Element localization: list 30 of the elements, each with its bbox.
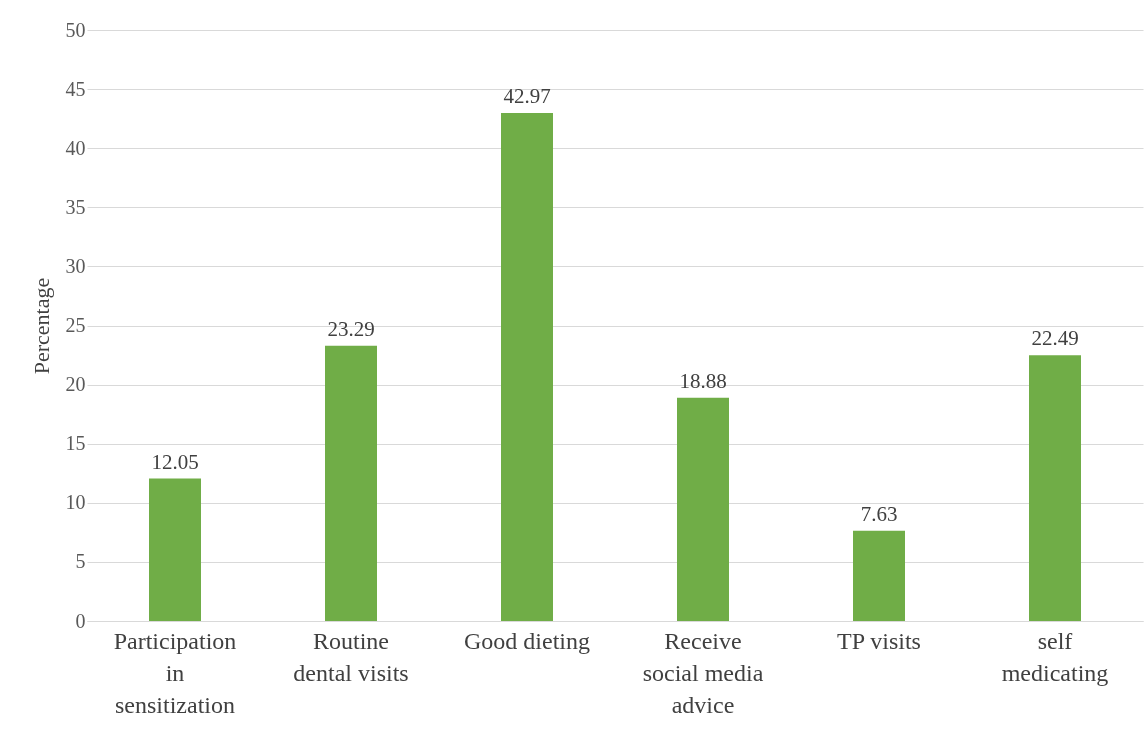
bar (853, 530, 905, 621)
x-tick-label: Participation in sensitization (113, 627, 237, 718)
y-tick-label: 35 (65, 195, 86, 218)
y-tick-label: 45 (65, 77, 86, 100)
y-tick-label: 15 (65, 432, 86, 455)
bar (501, 113, 553, 621)
data-label: 7.63 (860, 501, 898, 526)
y-tick-label: 20 (65, 373, 86, 396)
bar (149, 478, 201, 621)
x-tick-label: TP visits (837, 627, 921, 654)
y-tick-label: 40 (65, 136, 86, 159)
y-tick-label: 50 (65, 18, 86, 41)
bar (677, 397, 729, 621)
y-tick-label: 30 (65, 254, 86, 277)
y-tick-label: 5 (75, 550, 86, 573)
bar (325, 345, 377, 621)
data-label: 22.49 (1031, 326, 1079, 351)
x-tick-label: self medicating (1001, 627, 1109, 686)
data-label: 23.29 (327, 316, 375, 341)
y-tick-label: 25 (65, 314, 86, 336)
x-tick-label: Good dieting (464, 627, 590, 654)
data-label: 12.05 (151, 449, 199, 474)
y-axis-title: Percentage (28, 277, 54, 375)
y-tick-label: 0 (75, 609, 86, 632)
data-label: 42.97 (503, 84, 551, 109)
x-tick-label: Routine dental visits (293, 627, 409, 686)
y-tick-label: 10 (65, 491, 86, 514)
x-tick-label: Receive social media advice (642, 627, 764, 718)
data-label: 18.88 (679, 368, 727, 393)
bar (1029, 355, 1081, 621)
